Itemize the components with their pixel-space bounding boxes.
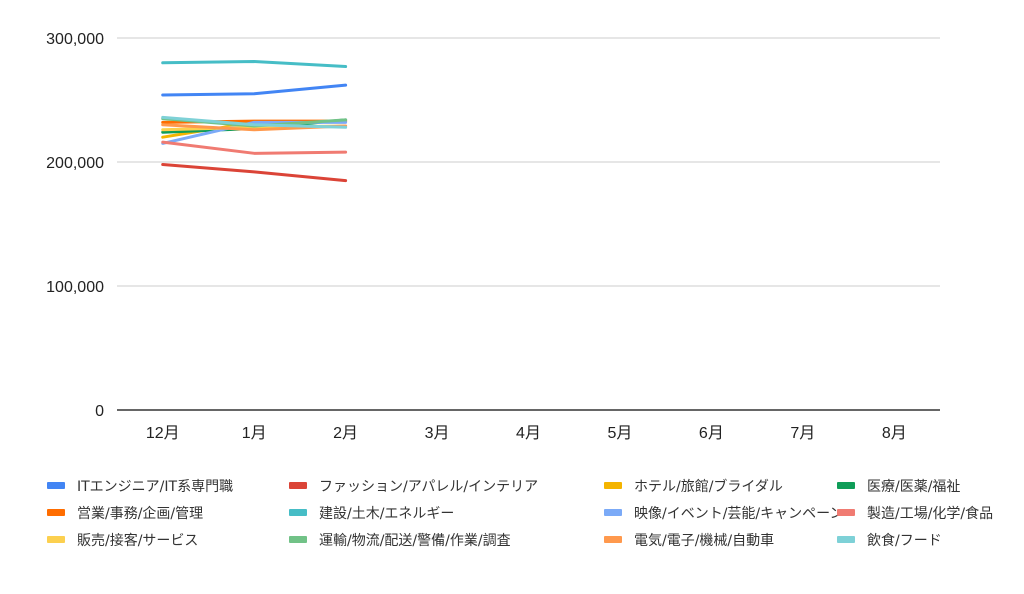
grid bbox=[117, 37, 940, 411]
legend-swatch bbox=[47, 536, 65, 543]
legend-swatch bbox=[47, 509, 65, 516]
legend-item: 営業/事務/企画/管理 bbox=[47, 505, 203, 522]
legend-swatch bbox=[837, 536, 855, 543]
x-tick-label: 4月 bbox=[516, 425, 541, 442]
legend-swatch bbox=[289, 509, 307, 516]
legend-item: 運輸/物流/配送/警備/作業/調査 bbox=[289, 533, 511, 549]
y-axis: 0 100,000 200,000 300,000 bbox=[46, 31, 104, 420]
legend-item: ホテル/旅館/ブライダル bbox=[604, 478, 783, 495]
legend-item: 販売/接客/サービス bbox=[47, 532, 198, 549]
x-tick-label: 8月 bbox=[882, 425, 907, 442]
legend-item: 製造/工場/化学/食品 bbox=[837, 505, 993, 522]
x-tick-label: 2月 bbox=[333, 425, 358, 442]
legend-swatch bbox=[604, 509, 622, 516]
legend-label: 営業/事務/企画/管理 bbox=[77, 505, 203, 522]
legend-item: 映像/イベント/芸能/キャンペーン bbox=[604, 506, 843, 522]
legend-label: 電気/電子/機械/自動車 bbox=[634, 532, 774, 549]
legend-item: 建設/土木/エネルギー bbox=[289, 506, 454, 522]
series-lines bbox=[161, 60, 348, 183]
x-tick-label: 6月 bbox=[699, 425, 724, 442]
legend-label: 飲食/フード bbox=[867, 532, 942, 549]
series-line bbox=[161, 140, 348, 155]
x-tick-label: 3月 bbox=[425, 425, 450, 442]
y-tick-label: 100,000 bbox=[46, 279, 104, 296]
legend-item: ITエンジニア/IT系専門職 bbox=[47, 479, 233, 495]
legend-swatch bbox=[289, 536, 307, 543]
legend-swatch bbox=[837, 482, 855, 489]
legend: ITエンジニア/IT系専門職 ファッション/アパレル/インテリア ホテル/旅館/ブラ… bbox=[47, 478, 993, 549]
legend-swatch bbox=[47, 482, 65, 489]
x-axis: 12月 1月 2月 3月 4月 5月 6月 7月 8月 bbox=[146, 425, 907, 442]
series-line bbox=[161, 162, 348, 183]
legend-swatch bbox=[604, 536, 622, 543]
legend-label: 販売/接客/サービス bbox=[77, 532, 198, 549]
x-tick-label: 5月 bbox=[607, 425, 632, 442]
legend-swatch bbox=[289, 482, 307, 489]
legend-label: ITエンジニア/IT系専門職 bbox=[77, 479, 233, 495]
legend-label: 映像/イベント/芸能/キャンペーン bbox=[634, 506, 843, 522]
series-line bbox=[161, 115, 348, 129]
x-tick-label: 12月 bbox=[146, 425, 180, 442]
y-tick-label: 300,000 bbox=[46, 31, 104, 48]
x-tick-label: 1月 bbox=[242, 425, 267, 442]
y-tick-label: 0 bbox=[95, 403, 104, 420]
y-tick-label: 200,000 bbox=[46, 155, 104, 172]
legend-item: 飲食/フード bbox=[837, 532, 942, 549]
legend-label: 運輸/物流/配送/警備/作業/調査 bbox=[319, 533, 511, 549]
legend-item: ファッション/アパレル/インテリア bbox=[289, 479, 538, 495]
series-line bbox=[161, 60, 348, 69]
legend-label: 医療/医薬/福祉 bbox=[867, 478, 960, 495]
legend-label: ホテル/旅館/ブライダル bbox=[634, 478, 783, 495]
x-tick-label: 7月 bbox=[790, 425, 815, 442]
legend-swatch bbox=[837, 509, 855, 516]
legend-item: 電気/電子/機械/自動車 bbox=[604, 532, 774, 549]
legend-label: 製造/工場/化学/食品 bbox=[867, 505, 993, 522]
series-line bbox=[161, 83, 348, 97]
legend-item: 医療/医薬/福祉 bbox=[837, 478, 960, 495]
legend-swatch bbox=[604, 482, 622, 489]
legend-label: 建設/土木/エネルギー bbox=[319, 506, 454, 522]
legend-label: ファッション/アパレル/インテリア bbox=[319, 479, 538, 495]
